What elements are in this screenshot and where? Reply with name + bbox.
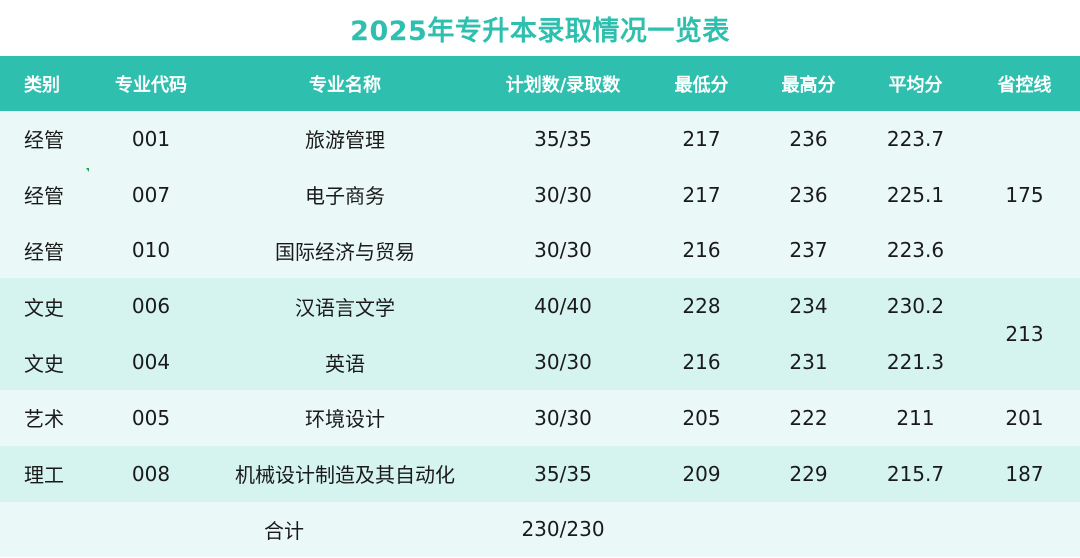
cell-empty xyxy=(648,501,755,558)
cell-avg-score: 225.1 xyxy=(862,166,969,223)
cell-code: 007 xyxy=(90,166,212,223)
total-value: 230/230 xyxy=(478,501,648,558)
cell-major: 环境设计 xyxy=(212,389,478,446)
page-title: 2025年专升本录取情况一览表 xyxy=(350,15,730,47)
cell-max-score: 236 xyxy=(755,111,862,167)
cell-code: 004 xyxy=(90,334,212,390)
table-row: 经管 001 旅游管理 35/35 217 236 223.7 175 xyxy=(0,111,1080,279)
cell-control-line: 201 xyxy=(969,389,1080,446)
cell-code: 010 xyxy=(90,222,212,279)
cell-min-score: 217 xyxy=(648,111,755,167)
cell-avg-score: 211 xyxy=(862,389,969,446)
cell-major: 汉语言文学 xyxy=(212,278,478,335)
cell-code: 001 xyxy=(90,111,212,167)
cell-min-score: 205 xyxy=(648,389,755,446)
cell-empty xyxy=(755,501,862,558)
cell-category: 经管 xyxy=(0,166,90,223)
header-category: 类别 xyxy=(0,56,90,111)
cell-major: 机械设计制造及其自动化 xyxy=(212,445,478,502)
cell-category: 文史 xyxy=(0,278,90,335)
cell-avg-score: 223.6 xyxy=(862,222,969,279)
cell-max-score: 236 xyxy=(755,166,862,223)
cell-category: 文史 xyxy=(0,334,90,390)
cell-control-line: 187 xyxy=(969,445,1080,502)
table-row: 文史 004 英语 30/30 216 231 221.3 xyxy=(0,334,1080,390)
cell-code: 006 xyxy=(90,278,212,335)
cell-plan-admit: 35/35 xyxy=(478,445,648,502)
cell-avg-score: 215.7 xyxy=(862,445,969,502)
cell-major: 电子商务 xyxy=(212,166,478,223)
cell-major: 英语 xyxy=(212,334,478,390)
cell-min-score: 216 xyxy=(648,222,755,279)
header-major: 专业名称 xyxy=(212,56,478,111)
cell-min-score: 217 xyxy=(648,166,755,223)
table-row: 理工 008 机械设计制造及其自动化 35/35 209 229 215.7 1… xyxy=(0,445,1080,502)
cell-min-score: 209 xyxy=(648,445,755,502)
cell-min-score: 216 xyxy=(648,334,755,390)
cell-plan-admit: 30/30 xyxy=(478,334,648,390)
cell-avg-score: 223.7 xyxy=(862,111,969,167)
header-row: 类别 专业代码 专业名称 计划数/录取数 最低分 最高分 平均分 省控线 xyxy=(0,56,1080,111)
cell-empty xyxy=(862,501,969,558)
cell-plan-admit: 40/40 xyxy=(478,278,648,335)
header-plan-admit: 计划数/录取数 xyxy=(478,56,648,111)
cell-major: 国际经济与贸易 xyxy=(212,222,478,279)
cell-comment-marker xyxy=(86,168,89,172)
cell-plan-admit: 35/35 xyxy=(478,111,648,167)
header-control-line: 省控线 xyxy=(969,56,1080,111)
header-code: 专业代码 xyxy=(90,56,212,111)
header-avg-score: 平均分 xyxy=(862,56,969,111)
cell-max-score: 222 xyxy=(755,389,862,446)
cell-category: 经管 xyxy=(0,111,90,167)
cell-code: 008 xyxy=(90,445,212,502)
table-row: 艺术 005 环境设计 30/30 205 222 211 201 xyxy=(0,389,1080,446)
table-row: 文史 006 汉语言文学 40/40 228 234 230.2 213 xyxy=(0,278,1080,390)
cell-category: 艺术 xyxy=(0,389,90,446)
cell-control-line: 175 xyxy=(969,111,1080,279)
cell-category: 经管 xyxy=(0,222,90,279)
cell-major: 旅游管理 xyxy=(212,111,478,167)
cell-control-line: 213 xyxy=(969,278,1080,390)
header-min-score: 最低分 xyxy=(648,56,755,111)
cell-max-score: 237 xyxy=(755,222,862,279)
cell-empty xyxy=(0,501,90,558)
cell-max-score: 231 xyxy=(755,334,862,390)
cell-category: 理工 xyxy=(0,445,90,502)
cell-empty xyxy=(969,501,1080,558)
total-label: 合计 xyxy=(90,501,478,558)
cell-code: 005 xyxy=(90,389,212,446)
cell-avg-score: 230.2 xyxy=(862,278,969,335)
cell-min-score: 228 xyxy=(648,278,755,335)
table-row: 经管 010 国际经济与贸易 30/30 216 237 223.6 xyxy=(0,222,1080,279)
table-row: 经管 007 电子商务 30/30 217 236 225.1 xyxy=(0,166,1080,223)
cell-max-score: 229 xyxy=(755,445,862,502)
cell-plan-admit: 30/30 xyxy=(478,389,648,446)
admission-table: 类别 专业代码 专业名称 计划数/录取数 最低分 最高分 平均分 省控线 经管 … xyxy=(0,56,1080,558)
cell-plan-admit: 30/30 xyxy=(478,166,648,223)
cell-max-score: 234 xyxy=(755,278,862,335)
cell-avg-score: 221.3 xyxy=(862,334,969,390)
cell-plan-admit: 30/30 xyxy=(478,222,648,279)
header-max-score: 最高分 xyxy=(755,56,862,111)
total-row: 合计 230/230 xyxy=(0,501,1080,558)
